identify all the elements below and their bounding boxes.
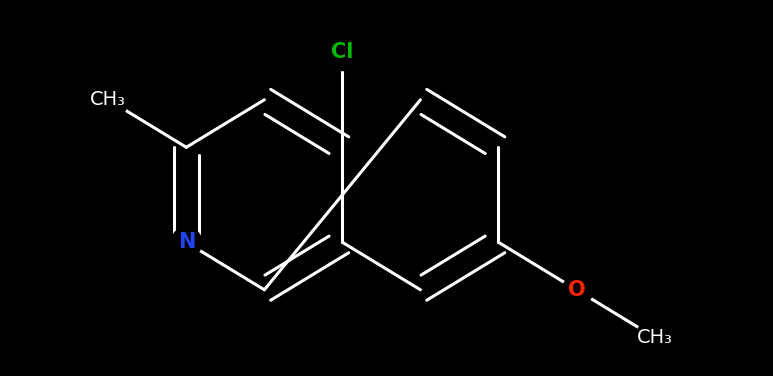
Text: CH₃: CH₃ [637, 328, 673, 347]
Text: Cl: Cl [331, 42, 353, 62]
Text: CH₃: CH₃ [90, 90, 126, 109]
Text: N: N [178, 232, 195, 252]
Text: O: O [567, 280, 585, 300]
